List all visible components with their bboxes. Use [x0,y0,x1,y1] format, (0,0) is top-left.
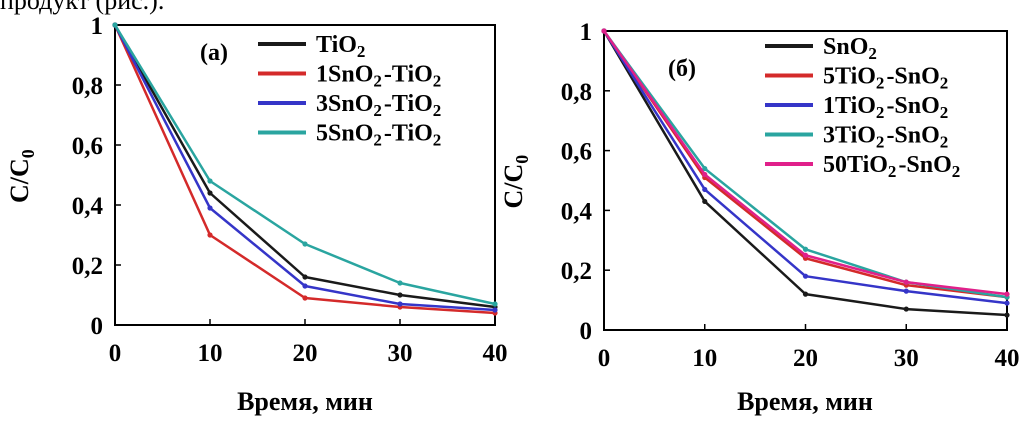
x-tick-label: 20 [793,345,818,372]
x-axis-label: Время, мин [237,387,373,416]
series-line [113,24,496,315]
x-tick-label: 0 [109,340,122,367]
data-point [702,186,708,193]
x-tick-label: 40 [995,345,1020,372]
chart-panel-2: 0 10 20 30 40 0 0,2 0,4 0,6 0,8 1 Время, мин C/C0 (б… [499,19,1020,416]
data-point [802,291,809,297]
data-point [302,283,308,289]
y-tick-label: 0 [91,313,104,340]
legend-label: TiO2 [316,32,367,61]
y-axis-label: C/C0 [499,153,532,209]
data-point [397,292,403,298]
data-point [397,301,403,307]
data-point [302,241,308,247]
data-point [802,246,809,252]
plot-frame [114,24,496,326]
y-tick-label: 0,8 [72,73,103,100]
legend-label: 5SnO2 -TiO2 [316,121,443,150]
chart-panel-1: 0 10 20 30 40 0 0,2 0,4 0,6 0,8 1 Время, мин C/C0 (a… [5,13,508,416]
data-point [302,295,308,301]
y-axis-label: C/C0 [5,147,38,203]
data-point [1004,300,1010,306]
data-point [492,307,498,313]
data-point [207,190,213,196]
legend-label: SnO2 [823,34,879,63]
data-point [702,198,708,205]
x-tick-label: 10 [692,345,717,372]
data-point [1004,312,1010,318]
legend-label: 1SnO2 -TiO2 [316,62,443,91]
data-point [492,301,498,307]
legend-label: 50TiO2 -SnO2 [823,152,962,181]
y-tick-label: 0,4 [72,193,104,220]
data-point [903,306,909,312]
data-point [903,279,909,285]
panel-label: (a) [200,40,228,66]
y-tick-label: 0,8 [561,79,592,106]
legend-label: 3SnO2 -TiO2 [316,91,443,120]
x-tick-label: 40 [483,340,508,367]
data-point [302,274,308,280]
x-tick-label: 30 [388,340,413,367]
y-tick-label: 1 [91,13,104,40]
data-point [112,22,118,28]
y-tick-label: 0,4 [561,198,593,225]
x-tick-label: 10 [198,340,223,367]
y-tick-label: 1 [580,19,593,46]
data-point [601,28,607,34]
legend-label: 1TiO2 -SnO2 [823,93,950,122]
panel-label: (б) [668,56,696,82]
legend-label: 5TiO2 -SnO2 [823,64,950,93]
data-point [802,273,809,279]
y-tick-label: 0 [580,318,593,345]
data-point [802,252,809,258]
series-line [113,24,496,306]
series-line [113,24,496,309]
series-line [113,24,496,312]
data-point [903,288,909,294]
x-tick-label: 20 [293,340,318,367]
x-axis-label: Время, мин [737,387,873,416]
data-point [207,232,213,238]
y-tick-label: 0,2 [72,253,103,280]
data-point [397,280,403,286]
x-tick-label: 0 [598,345,611,372]
y-tick-label: 0,2 [561,258,592,285]
y-tick-label: 0,6 [561,139,592,166]
data-point [207,178,213,184]
data-point [702,165,708,172]
header-text: продукт (рис.). [0,0,165,15]
y-tick-label: 0,6 [72,133,103,160]
x-tick-label: 30 [894,345,919,372]
legend-label: 3TiO2 -SnO2 [823,123,950,152]
data-point [207,205,213,211]
data-point [702,171,708,178]
data-point [1004,291,1010,297]
